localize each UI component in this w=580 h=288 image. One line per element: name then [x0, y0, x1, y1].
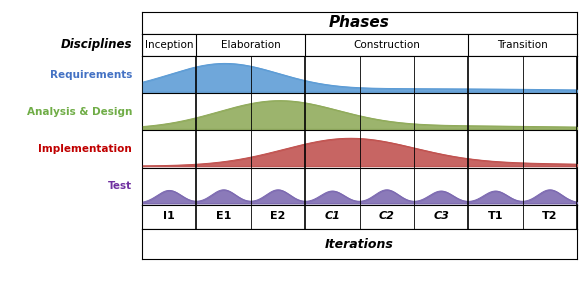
Text: Disciplines: Disciplines — [61, 39, 132, 52]
Text: Test: Test — [108, 181, 132, 191]
Text: Transition: Transition — [498, 40, 548, 50]
Text: Analysis & Design: Analysis & Design — [27, 107, 132, 117]
Text: Elaboration: Elaboration — [221, 40, 281, 50]
Text: E2: E2 — [270, 211, 286, 221]
Text: Phases: Phases — [329, 15, 390, 30]
Text: C2: C2 — [379, 211, 395, 221]
Text: T2: T2 — [542, 211, 557, 221]
Text: C1: C1 — [324, 211, 340, 221]
Text: I1: I1 — [164, 211, 175, 221]
Text: C3: C3 — [433, 211, 449, 221]
Text: E1: E1 — [216, 211, 231, 221]
Text: T1: T1 — [488, 211, 503, 221]
Text: Requirements: Requirements — [50, 70, 132, 80]
Text: Implementation: Implementation — [38, 144, 132, 154]
Text: Inception: Inception — [145, 40, 194, 50]
Text: Construction: Construction — [353, 40, 420, 50]
Text: Iterations: Iterations — [325, 238, 394, 251]
